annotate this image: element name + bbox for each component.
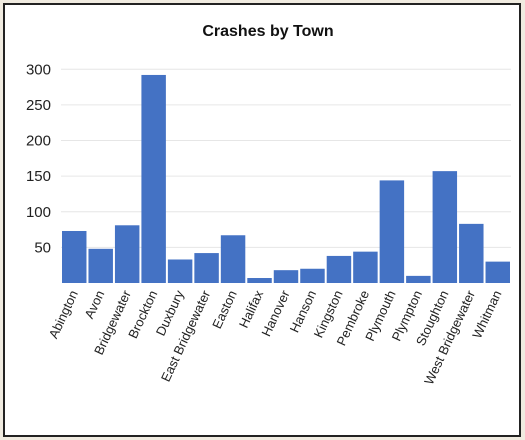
y-tick-label: 200	[26, 133, 51, 150]
bar-bridgewater[interactable]	[114, 225, 140, 283]
bar-avon[interactable]	[88, 248, 113, 283]
bar-duxbury[interactable]	[167, 259, 193, 283]
x-tick-label: Avon	[81, 288, 107, 321]
bars	[62, 74, 510, 283]
bar-hanson[interactable]	[300, 268, 325, 283]
y-tick-label: 250	[26, 97, 51, 114]
bar-east-bridgewater[interactable]	[194, 253, 219, 283]
y-tick-label: 100	[26, 204, 51, 221]
y-tick-label: 50	[34, 239, 51, 256]
bar-abington[interactable]	[62, 230, 87, 283]
bar-plymouth[interactable]	[379, 180, 405, 283]
x-tick-label: Abington	[46, 288, 81, 341]
bar-stoughton[interactable]	[432, 171, 458, 283]
chart-title: Crashes by Town	[202, 23, 333, 40]
bar-easton[interactable]	[220, 235, 246, 283]
y-tick-label: 150	[26, 168, 51, 185]
bar-pembroke[interactable]	[353, 251, 378, 283]
bar-west-bridgewater[interactable]	[459, 223, 484, 283]
bar-kingston[interactable]	[326, 255, 352, 283]
bar-hanover[interactable]	[273, 270, 299, 283]
y-axis: 50 100 150 200 250 300	[26, 61, 51, 256]
x-axis: Abington AvonBridgewaterBrocktonDuxburyEa…	[46, 287, 505, 387]
y-tick-label: 300	[26, 61, 51, 78]
bar-whitman[interactable]	[485, 261, 510, 283]
bar-plympton[interactable]	[406, 275, 431, 283]
bar-halifax[interactable]	[247, 278, 272, 283]
bar-brockton[interactable]	[141, 74, 166, 283]
